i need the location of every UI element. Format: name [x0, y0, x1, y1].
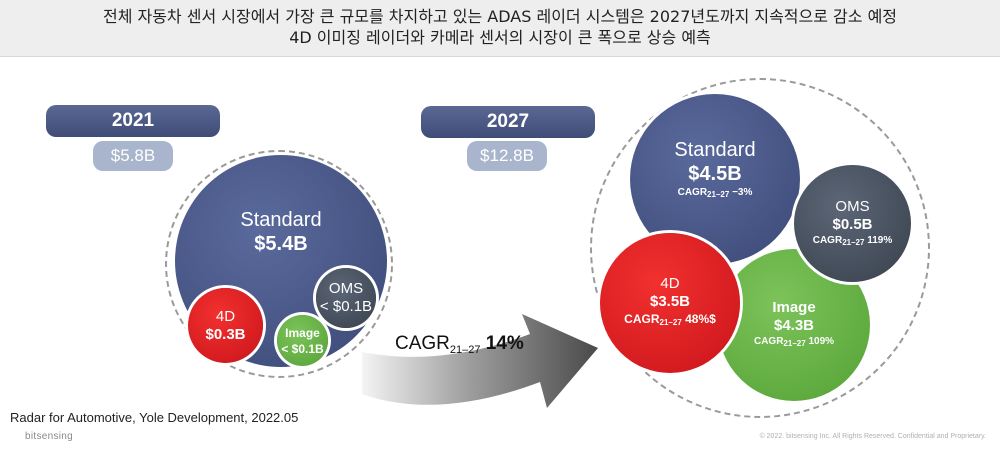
bubble-2027-oms: OMS $0.5B CAGR21–27 119% [794, 165, 911, 282]
overall-cagr: CAGR21–27 14% [395, 333, 524, 356]
growth-arrow [362, 312, 602, 432]
d4-2027-value: $3.5B [649, 293, 691, 310]
year-2021-label: 2021 [46, 105, 220, 137]
copyright-notice: © 2022. bitsensing Inc. All Rights Reser… [759, 433, 986, 440]
standard-2021-value: $5.4B [254, 233, 308, 255]
oms-2021-name: OMS [328, 280, 364, 297]
standard-2027-cagr: CAGR21–27 −3% [677, 187, 753, 199]
cagr-prefix: CAGR [395, 333, 450, 354]
bubble-2021-4d: 4D $0.3B [188, 288, 263, 363]
title-banner: 전체 자동차 센서 시장에서 가장 큰 규모를 차지하고 있는 ADAS 레이더… [0, 0, 1000, 57]
year-2027-label: 2027 [421, 106, 595, 138]
title-line-2: 4D 이미징 레이더와 카메라 센서의 시장이 큰 폭으로 상승 예측 [289, 28, 711, 47]
image-2027-value: $4.3B [773, 317, 815, 334]
d4-2027-cagr: CAGR21–27 48%$ [624, 312, 716, 327]
oms-2027-cagr: CAGR21–27 119% [812, 234, 893, 247]
bubble-2027-4d: 4D $3.5B CAGR21–27 48%$ [600, 233, 740, 373]
total-2021-value: $5.8B [93, 141, 173, 171]
d4-2021-name: 4D [215, 307, 236, 325]
bubble-2021-image: Image < $0.1B [277, 315, 328, 366]
cagr-period: 21–27 [449, 344, 481, 356]
standard-2021-name: Standard [240, 209, 322, 231]
cagr-value: 14% [485, 333, 524, 354]
image-2021-name: Image [285, 325, 320, 340]
image-2027-name: Image [772, 299, 816, 316]
d4-2021-value: $0.3B [205, 325, 246, 343]
oms-2027-value: $0.5B [832, 215, 873, 233]
total-2027-value: $12.8B [467, 141, 547, 171]
oms-2021-value: < $0.1B [319, 298, 373, 315]
standard-2027-name: Standard [674, 139, 756, 161]
source-citation: Radar for Automotive, Yole Development, … [10, 410, 299, 425]
image-2027-cagr: CAGR21–27 109% [753, 336, 835, 348]
d4-2027-name: 4D [660, 275, 680, 292]
title-line-1: 전체 자동차 센서 시장에서 가장 큰 규모를 차지하고 있는 ADAS 레이더… [102, 7, 898, 26]
market-2027-outline [590, 78, 930, 418]
bubble-2021-oms: OMS < $0.1B [316, 268, 376, 328]
standard-2027-value: $4.5B [688, 163, 742, 185]
market-2021-outline [165, 150, 393, 378]
image-2021-value: < $0.1B [281, 341, 324, 356]
company-logo: bitsensing [25, 431, 74, 442]
oms-2027-name: OMS [835, 197, 870, 215]
